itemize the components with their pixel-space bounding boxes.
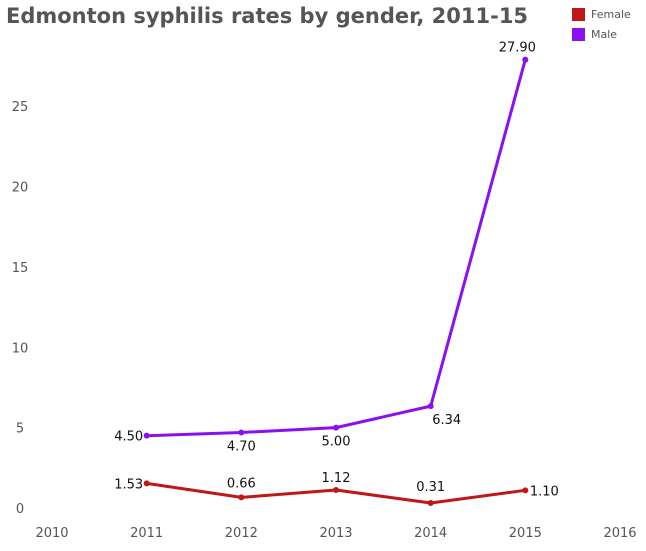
chart-title: Edmonton syphilis rates by gender, 2011-…: [6, 4, 529, 28]
data-point-female: [427, 500, 434, 507]
legend-swatch-female: [572, 7, 585, 21]
x-tick-label: 2013: [319, 526, 352, 541]
y-tick-label: 5: [16, 422, 24, 437]
legend: Female Male: [572, 4, 631, 44]
y-tick-label: 25: [12, 100, 29, 115]
data-label-male: 27.90: [499, 41, 536, 56]
data-label-female: 1.53: [114, 477, 143, 492]
x-tick-label: 2014: [414, 526, 447, 541]
data-point-female: [522, 487, 529, 494]
data-label-male: 4.70: [227, 439, 256, 454]
y-tick-label: 20: [12, 181, 29, 196]
legend-label-female: Female: [591, 7, 631, 21]
series-line-male: [145, 58, 527, 438]
data-label-female: 0.66: [227, 476, 256, 491]
legend-swatch-male: [572, 27, 585, 41]
data-label-female: 1.10: [530, 484, 559, 499]
data-point-male: [238, 429, 245, 436]
x-tick-label: 2011: [130, 526, 163, 541]
x-tick-label: 2015: [509, 526, 542, 541]
data-label-female: 0.31: [416, 480, 445, 495]
data-point-male: [427, 403, 434, 410]
legend-item-female[interactable]: Female: [572, 4, 631, 24]
y-tick-label: 10: [12, 341, 29, 356]
legend-label-male: Male: [591, 27, 618, 41]
series-line-female: [145, 481, 527, 505]
data-point-female: [333, 487, 339, 493]
y-tick-label: 0: [16, 502, 24, 517]
y-tick-label: 15: [12, 261, 29, 276]
data-label-female: 1.12: [322, 471, 351, 486]
x-tick-label: 2016: [603, 526, 636, 541]
data-point-female: [143, 480, 150, 487]
data-point-male: [522, 56, 529, 63]
data-label-male: 4.50: [114, 430, 143, 445]
data-label-male: 5.00: [322, 435, 351, 450]
legend-item-male[interactable]: Male: [572, 24, 631, 44]
data-label-male: 6.34: [432, 413, 461, 428]
data-point-female: [238, 494, 245, 501]
data-point-male: [143, 432, 150, 439]
x-tick-label: 2012: [225, 526, 258, 541]
x-tick-label: 2010: [35, 526, 68, 541]
data-point-male: [333, 424, 339, 431]
